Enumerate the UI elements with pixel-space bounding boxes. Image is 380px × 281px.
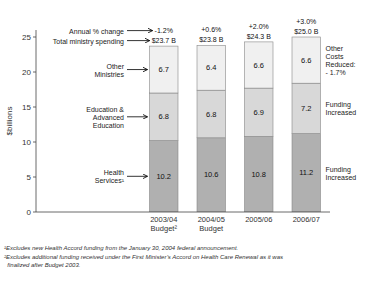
right-label-line: Increased bbox=[326, 173, 357, 180]
change-label: +2.0% bbox=[249, 23, 269, 30]
footnote: ²Excludes additional funding received un… bbox=[4, 254, 283, 268]
bar-segment bbox=[197, 45, 226, 90]
y-axis-line bbox=[36, 30, 37, 212]
x-tick-label: 2005/06 bbox=[245, 215, 272, 224]
total-label: $23.8 B bbox=[199, 36, 223, 43]
data-label: 10.8 bbox=[251, 170, 266, 179]
bar-segment bbox=[292, 134, 321, 212]
bar-segment bbox=[197, 138, 226, 212]
data-label: 6.4 bbox=[206, 63, 216, 72]
total-label: $25.0 B bbox=[294, 28, 318, 35]
footnote-line: finalized after Budget 2003. bbox=[4, 262, 80, 268]
annotation: Annual % change bbox=[69, 27, 124, 35]
right-label-line: Funding bbox=[326, 165, 351, 173]
y-tick-label: 15 bbox=[22, 103, 31, 112]
bars bbox=[150, 37, 321, 212]
bar-segment bbox=[150, 93, 179, 141]
y-tick bbox=[33, 107, 36, 108]
labels: 10.2 10.6 10.8 11.2 6.8 6.8 6.9 7.2 6.7 6.4 6.6 6.6 bbox=[156, 56, 313, 181]
x-axis-line bbox=[36, 212, 330, 213]
y-tick bbox=[33, 72, 36, 73]
arrow bbox=[127, 30, 153, 31]
arrow bbox=[127, 69, 148, 70]
y-tick-label: 5 bbox=[27, 173, 32, 182]
annotation-line: Annual % change bbox=[69, 27, 124, 35]
x-tick-label: 2003/04Budget² bbox=[150, 215, 177, 233]
x-tick-label-line: Budget bbox=[199, 224, 224, 233]
y-tick-label: 20 bbox=[22, 68, 31, 77]
data-label: 6.8 bbox=[206, 110, 216, 119]
x-tick-label-line: Budget² bbox=[151, 224, 178, 233]
bar-segment bbox=[245, 42, 274, 88]
bar-segment bbox=[245, 136, 274, 212]
right-label-line: Increased bbox=[326, 109, 357, 116]
bar-segment bbox=[197, 90, 226, 138]
series-label-line: Education bbox=[93, 121, 124, 128]
right-label-line: Costs bbox=[326, 53, 344, 60]
right-label-line: Other bbox=[326, 45, 344, 52]
x-tick-label-line: 2006/07 bbox=[293, 215, 320, 224]
data-label: 11.2 bbox=[299, 168, 313, 177]
change-label: +3.0% bbox=[296, 18, 316, 25]
right-label: FundingIncreased bbox=[326, 165, 357, 180]
series-label-line: Health bbox=[104, 169, 124, 176]
arrow bbox=[127, 176, 148, 177]
bar-segment bbox=[292, 37, 321, 83]
total-label: $23.7 B bbox=[152, 37, 176, 44]
data-label: 10.6 bbox=[204, 170, 219, 179]
series-label-line: Education & bbox=[86, 105, 124, 112]
y-tick bbox=[33, 142, 36, 143]
y-tick-label: 25 bbox=[22, 33, 31, 42]
bar-segment bbox=[150, 141, 179, 212]
series-label-line: Services¹ bbox=[95, 177, 125, 184]
series-label-line: Other bbox=[106, 62, 124, 69]
annotation: Total ministry spending bbox=[53, 37, 124, 45]
y-tick bbox=[33, 37, 36, 38]
bar-segment bbox=[292, 83, 321, 133]
y-tick-label: 0 bbox=[27, 208, 32, 217]
footnote-line: ²Excludes additional funding received un… bbox=[4, 254, 283, 260]
right-label-line: Funding bbox=[326, 101, 351, 109]
data-label: 6.7 bbox=[159, 65, 169, 74]
right-label: FundingIncreased bbox=[326, 101, 357, 116]
y-tick bbox=[33, 212, 36, 213]
data-label: 6.6 bbox=[254, 61, 264, 70]
total-label: $24.3 B bbox=[247, 33, 271, 40]
y-tick bbox=[33, 177, 36, 178]
change-label: -1.2% bbox=[155, 27, 173, 34]
y-tick-label: 10 bbox=[22, 138, 31, 147]
footnote: ¹Excludes new Health Accord funding from… bbox=[4, 245, 238, 251]
data-label: 6.6 bbox=[301, 56, 311, 65]
right-label-line: Reduced: bbox=[326, 61, 356, 68]
data-label: 6.8 bbox=[159, 112, 169, 121]
series-label-line: Ministries bbox=[94, 70, 124, 77]
data-label: 7.2 bbox=[301, 104, 311, 113]
series-label: HealthServices¹ bbox=[95, 169, 125, 184]
data-label: 10.2 bbox=[156, 172, 171, 181]
arrow bbox=[127, 40, 150, 41]
series-label-line: Advanced bbox=[93, 113, 124, 120]
series-label: Education &AdvancedEducation bbox=[86, 105, 124, 128]
y-axis-label: $billions bbox=[5, 107, 14, 136]
footnote-line: ¹Excludes new Health Accord funding from… bbox=[4, 245, 238, 251]
change-label: +0.6% bbox=[201, 26, 221, 33]
right-label-line: - 1.7% bbox=[326, 69, 346, 76]
x-tick-label-line: 2005/06 bbox=[245, 215, 272, 224]
arrow bbox=[127, 116, 148, 117]
bar-segment bbox=[150, 46, 179, 93]
bar-segment bbox=[245, 88, 274, 136]
x-tick-label: 2006/07 bbox=[293, 215, 320, 224]
data-label: 6.9 bbox=[254, 108, 264, 117]
chart: 10.2 10.6 10.8 11.2 6.8 6.8 6.9 7.2 6.7 6.4 6.6 6.6… bbox=[0, 0, 380, 281]
right-label: OtherCostsReduced:- 1.7% bbox=[326, 45, 356, 76]
annotation-line: Total ministry spending bbox=[53, 37, 124, 45]
x-tick-label: 2004/05Budget bbox=[198, 215, 225, 233]
series-label: OtherMinistries bbox=[94, 62, 124, 77]
